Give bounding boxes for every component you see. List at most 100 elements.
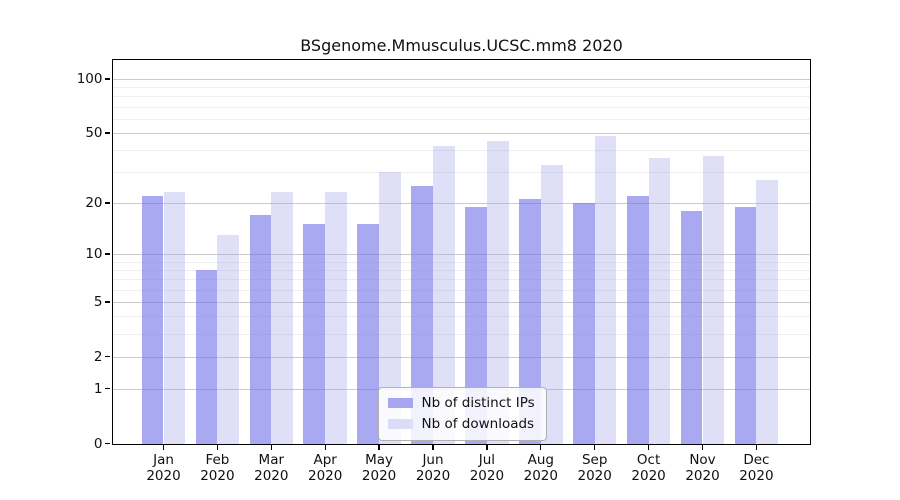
x-tick-label-line: 2020 (469, 467, 505, 484)
gridline-major (112, 132, 810, 134)
bar-distinct-ips (195, 269, 218, 444)
bar-distinct-ips (734, 206, 757, 444)
y-tick-label: 1 (93, 380, 103, 397)
bar-downloads (702, 156, 725, 444)
x-tick-label-line: 2020 (577, 467, 612, 484)
gridline-major (112, 78, 810, 80)
y-tick-label: 10 (85, 246, 103, 263)
x-tick-label: Apr 2020 (293, 452, 357, 484)
bar-downloads (594, 136, 617, 444)
x-tick-label-line: 2020 (200, 467, 235, 484)
x-tick-label-line: 2020 (146, 467, 181, 484)
bar-distinct-ips (249, 215, 272, 444)
x-tick-label-line: 2020 (739, 467, 774, 484)
bar-distinct-ips (465, 206, 487, 444)
legend: Nb of distinct IPs Nb of downloads (377, 386, 547, 441)
x-tick-label-line: 2020 (523, 467, 558, 484)
x-tick-label-line: Aug (527, 451, 554, 468)
bar-downloads (325, 192, 347, 444)
x-tick-label-line: 2020 (685, 467, 720, 484)
x-tick-label-line: May (365, 451, 394, 468)
x-tick-label: Jan 2020 (132, 452, 196, 484)
bar-downloads (433, 146, 455, 444)
y-tick-label: 20 (85, 194, 103, 211)
x-tick-label: Dec 2020 (724, 452, 788, 484)
bar-distinct-ips (303, 224, 326, 444)
gridline-major (112, 301, 810, 303)
x-tick-label: Jun 2020 (401, 452, 465, 484)
x-tick-label-line: Jul (478, 451, 496, 468)
gridline-minor (112, 289, 810, 291)
gridline-minor (112, 279, 810, 281)
x-tick-label-line: 2020 (308, 467, 343, 484)
x-tick (216, 445, 219, 450)
x-tick-label-line: Jun (422, 451, 444, 468)
x-tick-label: Oct 2020 (617, 452, 681, 484)
x-tick-label: Aug 2020 (509, 452, 573, 484)
x-tick-label-line: Nov (689, 451, 716, 468)
x-tick (701, 445, 704, 450)
x-tick-label-line: Apr (313, 451, 337, 468)
x-tick (647, 445, 650, 450)
gridline-minor (112, 269, 810, 271)
x-tick-label-line: Jan (153, 451, 174, 468)
bar-downloads (486, 140, 509, 444)
x-tick-label-line: Sep (581, 451, 608, 468)
x-tick-label: Mar 2020 (239, 452, 303, 484)
x-tick-label-line: Mar (258, 451, 285, 468)
plot-area: Nb of distinct IPs Nb of downloads Jan 20… (77, 60, 810, 484)
x-tick (432, 445, 434, 450)
y-tick (104, 355, 110, 358)
x-tick-label: Feb 2020 (185, 452, 249, 484)
gridline-minor (112, 96, 810, 98)
bar-distinct-ips (141, 195, 164, 444)
y-tick (104, 132, 110, 134)
y-tick (104, 442, 110, 445)
y-tick-label: 0 (93, 435, 103, 452)
x-tick-label: May 2020 (347, 452, 411, 484)
legend-item-distinct-ips: Nb of distinct IPs (387, 394, 535, 411)
bar-distinct-ips (357, 224, 380, 444)
y-tick-label: 100 (76, 70, 103, 87)
bar-downloads (217, 234, 240, 444)
chart-title: BSgenome.Mmusculus.UCSC.mm8 2020 (300, 36, 623, 55)
x-tick-label-line: 2020 (415, 467, 451, 484)
bar-distinct-ips (626, 195, 649, 444)
legend-label-downloads: Nb of downloads (421, 415, 535, 432)
x-tick (540, 445, 542, 450)
plot-frame: Nb of distinct IPs Nb of downloads Jan 20… (77, 58, 811, 484)
gridline-minor (112, 261, 810, 263)
gridline-major (112, 254, 810, 256)
bar-downloads (648, 158, 671, 444)
x-tick-label-line: Oct (636, 451, 661, 468)
x-tick (594, 445, 596, 450)
legend-label-distinct-ips: Nb of distinct IPs (421, 394, 535, 411)
x-tick (324, 445, 326, 450)
bar-distinct-ips (411, 186, 433, 444)
y-tick (104, 202, 110, 204)
x-tick-label-line: Dec (743, 451, 770, 468)
x-tick-label: Jul 2020 (455, 452, 519, 484)
y-tick (104, 78, 110, 80)
x-tick-label: Sep 2020 (563, 452, 627, 484)
gridline-minor (112, 118, 810, 120)
x-tick-label-line: 2020 (361, 467, 397, 484)
legend-swatch-distinct-ips-icon (387, 397, 413, 408)
legend-swatch-downloads-icon (387, 418, 413, 429)
y-tick (104, 253, 110, 255)
bar-downloads (540, 164, 563, 444)
y-tick (104, 388, 110, 390)
x-tick-label-line: Feb (205, 451, 230, 468)
x-tick-label-line: 2020 (631, 467, 666, 484)
x-tick (270, 445, 272, 450)
gridline-minor (112, 172, 810, 174)
x-tick (486, 445, 488, 450)
y-tick-label: 2 (93, 348, 103, 365)
bar-downloads (756, 180, 779, 444)
bar-downloads (271, 192, 294, 444)
y-tick-label: 5 (93, 293, 103, 310)
bar-distinct-ips (519, 199, 541, 444)
y-tick (104, 301, 110, 303)
x-tick (755, 445, 758, 450)
